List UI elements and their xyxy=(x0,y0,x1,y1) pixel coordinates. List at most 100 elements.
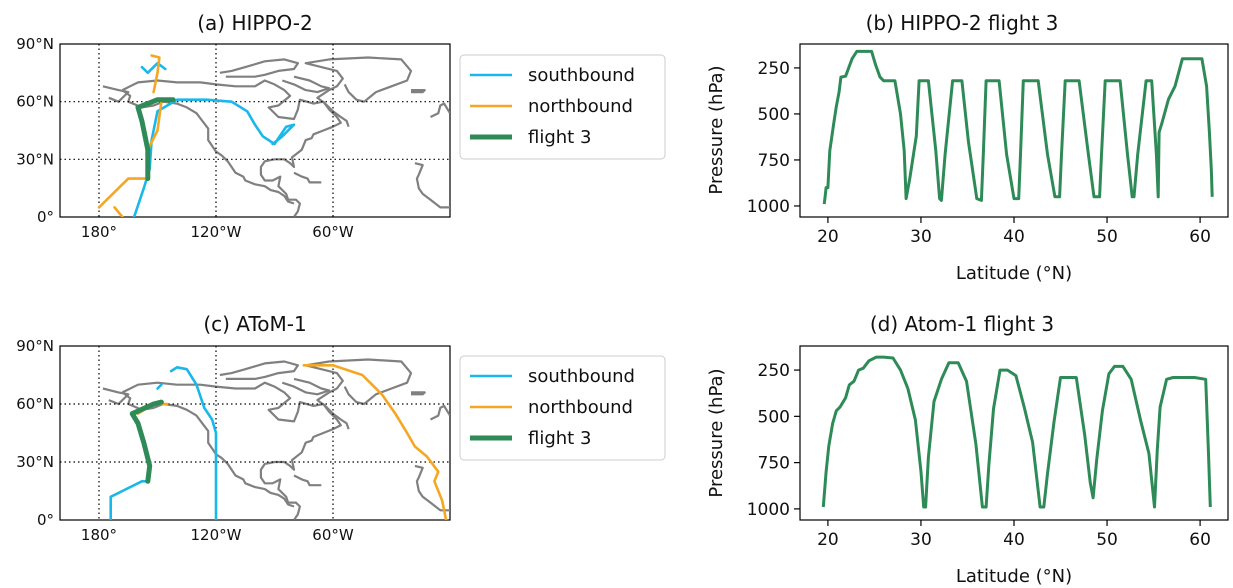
profile-panel-hippo2-flight3: (b) HIPPO-2 flight 3 20 30 40 50 60 250 500 750… xyxy=(706,11,1229,284)
x-tick-label: 20 xyxy=(817,530,839,550)
x-tick-label: 40 xyxy=(1003,530,1025,550)
lon-tick-label: 120°W xyxy=(191,223,242,241)
lat-tick-label: 90°N xyxy=(16,337,54,355)
coastline xyxy=(304,56,413,128)
x-tick-label: 40 xyxy=(1003,227,1025,247)
track-northbound xyxy=(113,206,124,217)
lat-tick-label: 30°N xyxy=(16,150,54,168)
coastline xyxy=(293,171,322,184)
y-tick-label: 750 xyxy=(758,454,790,474)
lat-tick-label: 0° xyxy=(37,511,54,529)
track-southbound xyxy=(169,366,218,520)
track-northbound xyxy=(302,364,448,520)
track-southbound xyxy=(109,480,150,520)
legend-label: flight 3 xyxy=(528,127,591,148)
x-tick-label: 50 xyxy=(1096,227,1118,247)
track-northbound xyxy=(97,100,163,209)
coastline xyxy=(121,89,295,205)
coastline xyxy=(430,102,450,118)
axis-ticks: 20 30 40 50 60 250 500 750 1000 xyxy=(747,361,1211,550)
axis-ticks: 20 30 40 50 60 250 500 750 1000 xyxy=(747,59,1211,247)
map-title: (c) AToM-1 xyxy=(203,312,306,336)
x-tick-label: 30 xyxy=(910,227,932,247)
track-flight-3 xyxy=(135,97,176,182)
map-gridlines xyxy=(60,44,450,217)
coastline xyxy=(219,58,299,78)
series-line-flight-3 xyxy=(821,355,1212,509)
x-axis-label: Latitude (°N) xyxy=(956,566,1072,587)
lon-tick-label: 180° xyxy=(81,526,117,544)
coastline xyxy=(293,474,322,487)
y-tick-label: 500 xyxy=(758,105,790,125)
y-tick-label: 1000 xyxy=(747,197,790,217)
flight-tracks xyxy=(109,364,448,520)
plot-title: (d) Atom-1 flight 3 xyxy=(870,312,1054,336)
legend-label: flight 3 xyxy=(528,428,591,449)
x-tick-label: 50 xyxy=(1096,530,1118,550)
map-panel-atom1: (c) AToM-1 0° 30°N 60°N 90°N 180° 120°W 60°W xyxy=(16,312,451,544)
legend-atom1: southbound northbound flight 3 xyxy=(459,355,666,461)
legend-hippo2: southbound northbound flight 3 xyxy=(459,54,666,160)
lat-tick-label: 90°N xyxy=(16,35,54,53)
map-frame xyxy=(59,345,451,521)
map-latitude-labels: 0° 30°N 60°N 90°N xyxy=(16,35,54,226)
lat-tick-label: 30°N xyxy=(16,453,54,471)
coastline xyxy=(102,387,130,406)
legend-label: southbound xyxy=(528,65,635,86)
coastline xyxy=(304,358,413,430)
y-tick-label: 500 xyxy=(758,407,790,427)
y-tick-label: 250 xyxy=(758,361,790,381)
coastline xyxy=(102,85,130,103)
track-flight-3 xyxy=(129,399,164,484)
coastline xyxy=(281,377,331,396)
plot-title: (b) HIPPO-2 flight 3 xyxy=(866,11,1059,35)
y-tick-label: 750 xyxy=(758,151,790,171)
x-tick-label: 30 xyxy=(910,530,932,550)
coastline xyxy=(414,464,450,512)
coastline xyxy=(411,89,426,94)
lat-tick-label: 60°N xyxy=(16,395,54,413)
legend-box xyxy=(459,355,666,461)
legend-box xyxy=(459,54,666,160)
track-southbound xyxy=(156,383,163,390)
map-longitude-labels: 180° 120°W 60°W xyxy=(81,223,354,241)
lon-tick-label: 120°W xyxy=(191,526,242,544)
y-axis-label: Pressure (hPa) xyxy=(706,368,727,497)
lat-tick-label: 0° xyxy=(37,208,54,226)
lat-tick-label: 60°N xyxy=(16,93,54,111)
series-line-flight-3 xyxy=(822,49,1214,205)
coastline xyxy=(121,381,342,520)
data-series xyxy=(822,49,1214,205)
legend-label: southbound xyxy=(528,366,635,387)
legend-label: northbound xyxy=(528,96,633,117)
coastline xyxy=(430,404,450,421)
x-tick-label: 20 xyxy=(817,227,839,247)
flight-tracks xyxy=(97,54,296,217)
track-southbound xyxy=(140,61,167,75)
x-tick-label: 60 xyxy=(1189,227,1211,247)
coastline xyxy=(411,391,426,396)
coastlines xyxy=(102,358,450,520)
data-series xyxy=(821,355,1212,509)
map-longitude-labels: 180° 120°W 60°W xyxy=(81,526,354,544)
y-tick-label: 250 xyxy=(758,59,790,79)
coastline xyxy=(121,79,342,217)
x-axis-label: Latitude (°N) xyxy=(956,263,1072,284)
track-northbound xyxy=(150,54,161,94)
coastlines xyxy=(102,56,450,217)
lon-tick-label: 60°W xyxy=(312,223,354,241)
y-tick-label: 1000 xyxy=(747,500,790,520)
map-latitude-labels: 0° 30°N 60°N 90°N xyxy=(16,337,54,529)
y-axis-label: Pressure (hPa) xyxy=(706,65,727,194)
map-frame xyxy=(59,43,451,218)
lon-tick-label: 60°W xyxy=(312,526,354,544)
coastline xyxy=(219,360,299,380)
map-panel-hippo2: (a) HIPPO-2 0° 30°N 60°N 90°N 180° 120°W 60°W xyxy=(16,11,451,241)
map-title: (a) HIPPO-2 xyxy=(197,11,313,35)
track-southbound xyxy=(132,98,296,217)
profile-panel-atom1-flight3: (d) Atom-1 flight 3 20 30 40 50 60 250 500 750 1… xyxy=(706,312,1229,587)
coastline xyxy=(414,162,450,209)
plot-frame xyxy=(799,345,1229,521)
lon-tick-label: 180° xyxy=(81,223,117,241)
